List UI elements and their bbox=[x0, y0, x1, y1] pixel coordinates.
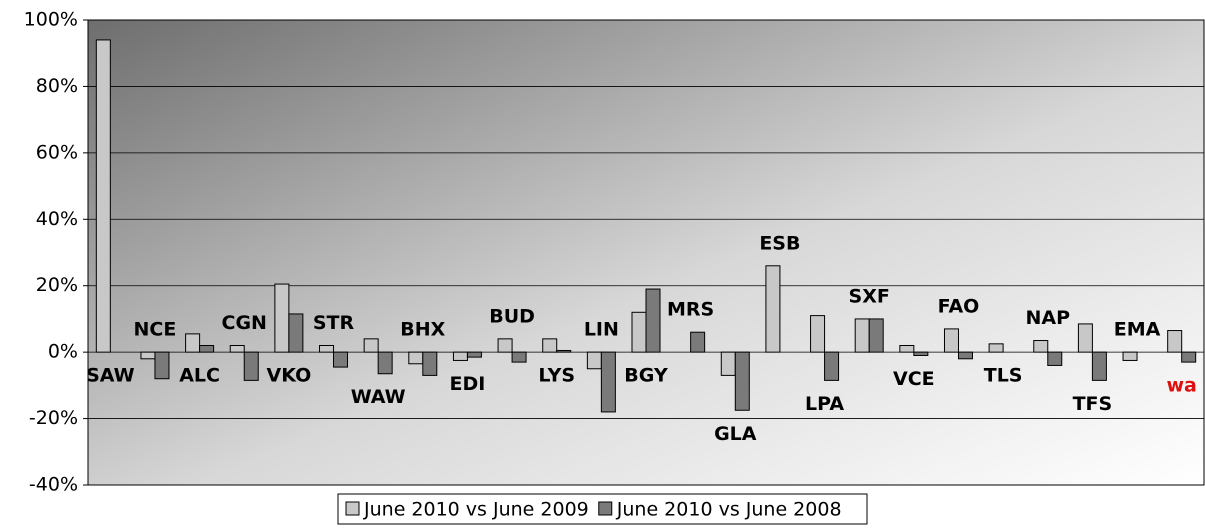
category-label: ALC bbox=[179, 365, 220, 387]
bar bbox=[154, 351, 170, 380]
category-label: TFS bbox=[1073, 393, 1113, 415]
category-label: SXF bbox=[849, 285, 890, 307]
bar bbox=[408, 351, 424, 365]
bar bbox=[333, 351, 349, 368]
legend-swatch bbox=[598, 501, 613, 516]
category-label: NCE bbox=[134, 319, 177, 341]
y-tick-label: 0% bbox=[48, 341, 78, 363]
category-label: STR bbox=[313, 312, 355, 334]
bar bbox=[377, 351, 393, 375]
y-tick-label: 20% bbox=[36, 274, 78, 296]
bar bbox=[720, 351, 736, 376]
category-label: LPA bbox=[805, 393, 844, 415]
bar bbox=[497, 338, 513, 353]
y-tick-label: -40% bbox=[29, 474, 78, 496]
bar bbox=[957, 351, 973, 360]
plot-area bbox=[87, 19, 1205, 486]
category-label: MRS bbox=[667, 299, 714, 321]
bar bbox=[1167, 330, 1183, 353]
bar bbox=[466, 351, 482, 358]
bar bbox=[274, 283, 290, 353]
bar bbox=[824, 351, 840, 381]
category-label: WAW bbox=[351, 386, 406, 408]
bar bbox=[943, 328, 959, 353]
y-tick-label: 40% bbox=[36, 208, 78, 230]
category-label: SAW bbox=[86, 365, 135, 387]
bar bbox=[913, 351, 929, 356]
bar bbox=[600, 351, 616, 413]
bar bbox=[185, 333, 201, 353]
y-tick-label: 100% bbox=[24, 9, 78, 31]
bar bbox=[690, 331, 706, 353]
bar bbox=[988, 343, 1004, 353]
category-label: EMA bbox=[1114, 319, 1161, 341]
bar bbox=[363, 338, 379, 353]
bar bbox=[810, 315, 826, 353]
bar bbox=[631, 311, 647, 353]
category-label: LIN bbox=[584, 319, 619, 341]
y-tick-label: -20% bbox=[29, 407, 78, 429]
bar bbox=[765, 265, 781, 353]
bar bbox=[1122, 351, 1138, 361]
bar bbox=[452, 351, 468, 361]
bar bbox=[1047, 351, 1063, 366]
category-label: VCE bbox=[893, 368, 935, 390]
bar bbox=[899, 345, 915, 353]
bar bbox=[1091, 351, 1107, 381]
bar bbox=[243, 351, 259, 381]
bar bbox=[95, 39, 111, 353]
bar bbox=[542, 338, 558, 353]
legend-label: June 2010 vs June 2009 bbox=[363, 499, 589, 521]
bar bbox=[868, 318, 884, 353]
bar bbox=[734, 351, 750, 411]
bar bbox=[1077, 323, 1093, 353]
bar bbox=[645, 288, 661, 353]
bar bbox=[1033, 340, 1049, 353]
category-label: ESB bbox=[759, 232, 800, 254]
y-tick-label: 60% bbox=[36, 141, 78, 163]
category-label: FAO bbox=[938, 295, 980, 317]
bar bbox=[586, 351, 602, 370]
category-label: CGN bbox=[222, 312, 267, 334]
bar bbox=[1181, 351, 1197, 363]
category-label: BHX bbox=[400, 319, 445, 341]
bar bbox=[288, 313, 304, 353]
category-label: BGY bbox=[624, 365, 668, 387]
y-tick-label: 80% bbox=[36, 75, 78, 97]
category-label: LYS bbox=[538, 365, 575, 387]
bar bbox=[199, 345, 215, 353]
category-label: TLS bbox=[984, 365, 1023, 387]
category-label: GLA bbox=[714, 423, 757, 445]
bar bbox=[854, 318, 870, 353]
bar bbox=[422, 351, 438, 376]
category-label: NAP bbox=[1025, 307, 1070, 329]
category-label: BUD bbox=[489, 305, 535, 327]
bar bbox=[319, 345, 335, 353]
bar bbox=[511, 351, 527, 363]
bar bbox=[140, 351, 156, 360]
bar bbox=[556, 349, 572, 353]
legend-label: June 2010 vs June 2008 bbox=[616, 499, 842, 521]
legend-swatch bbox=[345, 501, 360, 516]
category-label: VKO bbox=[267, 365, 312, 387]
category-label: wa bbox=[1166, 375, 1196, 397]
category-label: EDI bbox=[450, 373, 486, 395]
bar bbox=[229, 345, 245, 353]
